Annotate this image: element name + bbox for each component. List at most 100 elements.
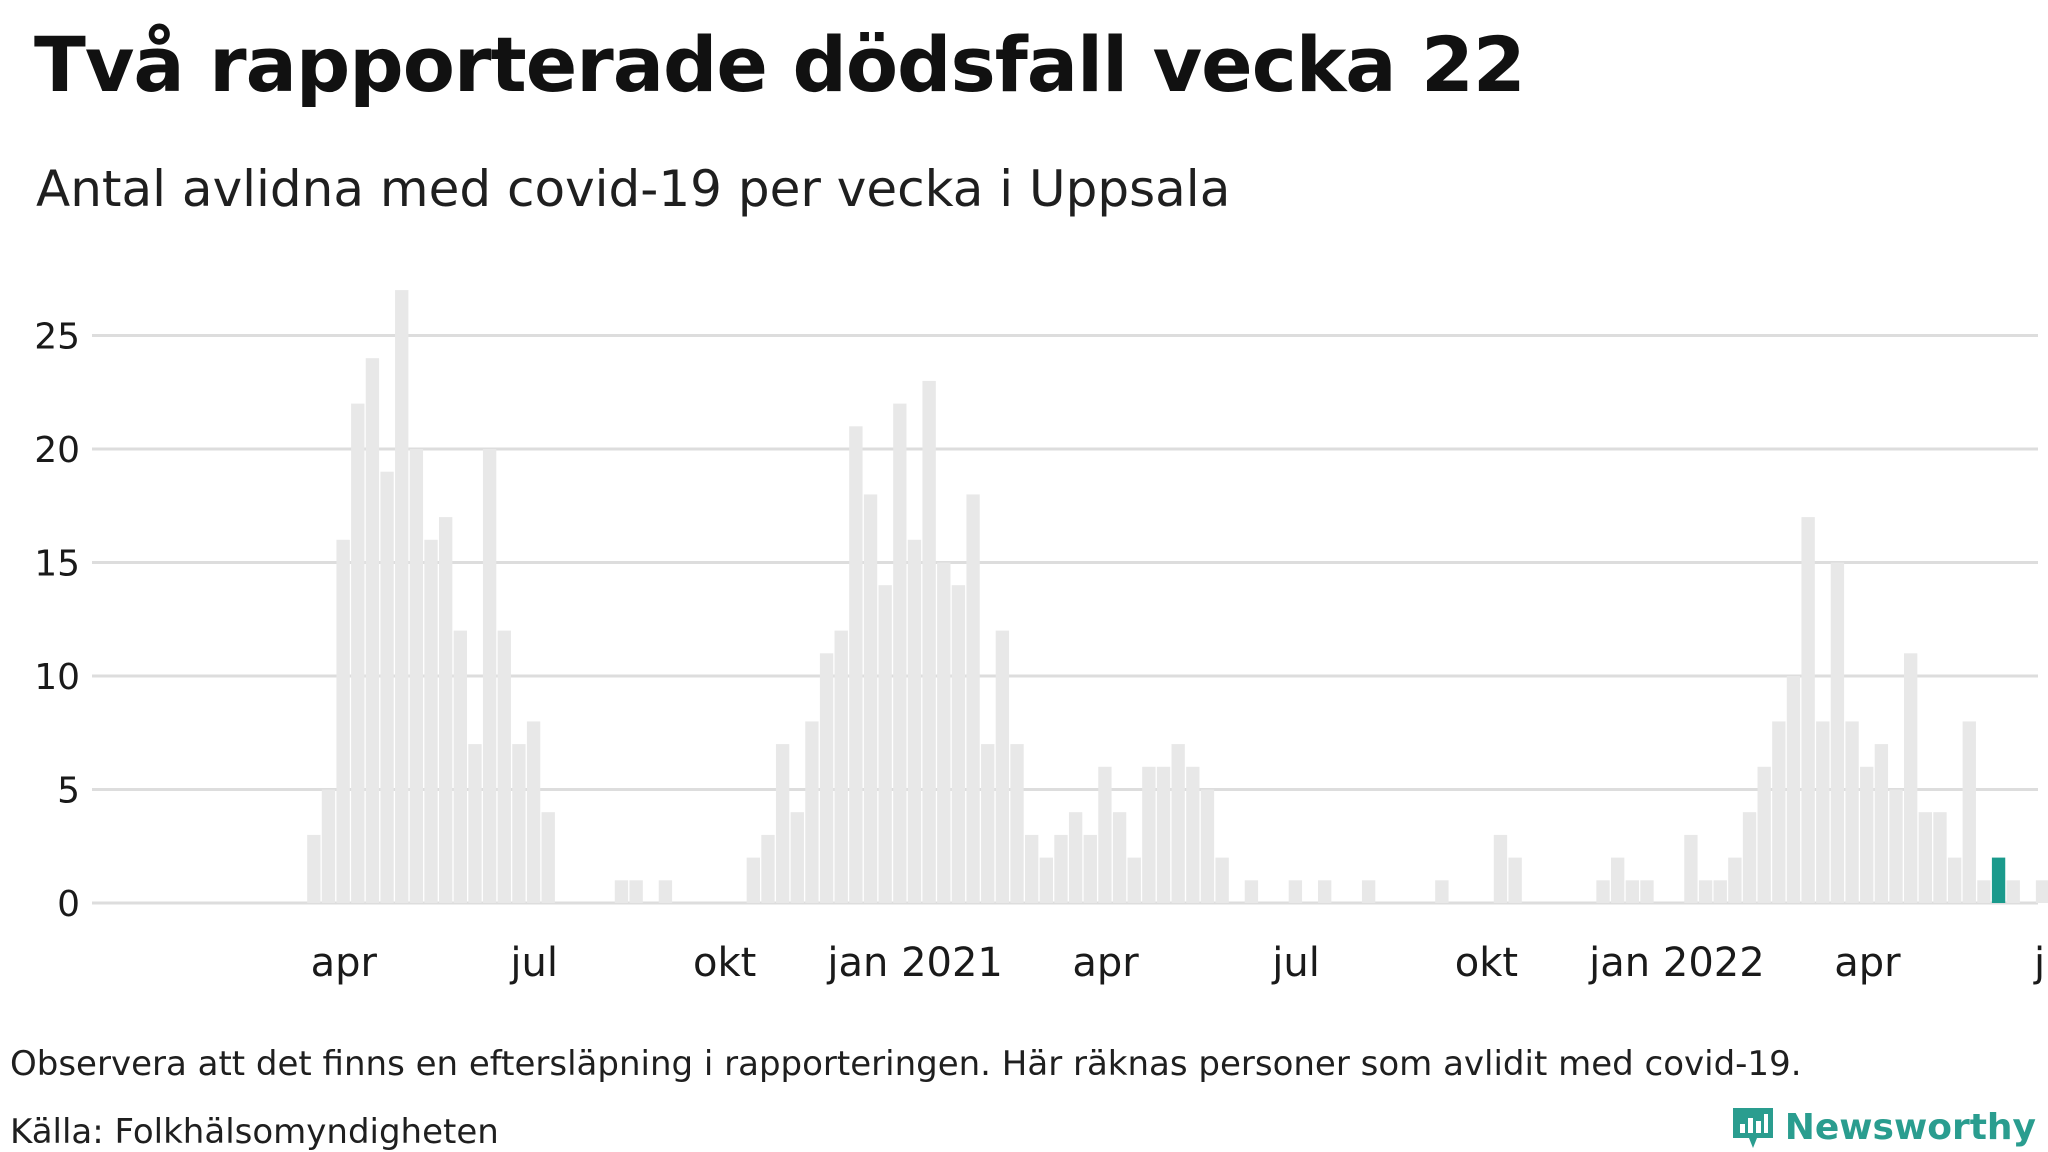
y-tick-label: 10 — [34, 657, 80, 698]
y-tick-label: 20 — [34, 430, 80, 471]
bar — [1947, 857, 1962, 903]
bar — [1860, 766, 1874, 903]
bar — [468, 744, 482, 903]
bar — [819, 653, 834, 903]
bar — [1640, 880, 1654, 903]
bar — [1112, 812, 1127, 903]
bar — [849, 426, 863, 903]
bar — [746, 857, 760, 903]
bar — [380, 471, 394, 903]
bar — [1874, 744, 1889, 903]
source-label: Källa: Folkhälsomyndigheten — [10, 1112, 499, 1152]
bar — [541, 812, 555, 903]
bar — [1611, 857, 1625, 903]
x-tick-label: apr — [311, 940, 378, 986]
bar — [907, 539, 922, 903]
bar — [1684, 834, 1698, 903]
x-tick-label: okt — [693, 940, 756, 986]
bar — [863, 494, 878, 903]
highlighted-bar — [1991, 857, 2006, 903]
bar — [1493, 834, 1508, 903]
bar — [482, 449, 497, 903]
bar — [409, 449, 424, 903]
bar — [1830, 562, 1845, 903]
chart-subtitle: Antal avlidna med covid-19 per vecka i U… — [36, 160, 1231, 218]
y-tick-label: 0 — [57, 884, 80, 925]
bar — [1801, 517, 1815, 903]
bar — [1918, 812, 1932, 903]
bar — [951, 585, 966, 903]
bar — [1244, 880, 1259, 903]
bar — [658, 880, 673, 903]
bar — [526, 721, 541, 903]
bar — [336, 539, 350, 903]
bar — [1156, 766, 1171, 903]
brand-logo: Newsworthy — [1731, 1104, 2036, 1150]
bar — [1728, 857, 1742, 903]
bar — [1508, 857, 1522, 903]
y-tick-label: 5 — [57, 771, 80, 812]
bar — [1977, 880, 1991, 903]
bar — [1186, 766, 1200, 903]
bar — [775, 744, 790, 903]
bar — [1786, 676, 1801, 903]
bar — [1127, 857, 1141, 903]
bar — [497, 630, 511, 903]
bar — [761, 834, 775, 903]
bar — [1215, 857, 1229, 903]
y-tick-label: 15 — [34, 544, 80, 585]
bar — [351, 403, 365, 903]
footnote: Observera att det finns en eftersläpning… — [10, 1044, 1802, 1084]
bar — [512, 744, 526, 903]
bar — [1098, 766, 1112, 903]
bar — [365, 358, 380, 903]
brand-name: Newsworthy — [1784, 1106, 2036, 1148]
x-tick-label: jan 2021 — [826, 940, 1003, 986]
bar — [1962, 721, 1976, 903]
chart-title: Två rapporterade dödsfall vecka 22 — [34, 20, 1526, 109]
bar — [1054, 834, 1068, 903]
bar — [307, 834, 321, 903]
x-tick-label: jan 2022 — [1588, 940, 1765, 986]
x-tick-label: jul — [1271, 940, 1320, 986]
bar — [1039, 857, 1053, 903]
bar — [1742, 812, 1757, 903]
bar — [2006, 880, 2020, 903]
bar — [1713, 880, 1727, 903]
x-tick-label: jul — [509, 940, 558, 986]
bar — [453, 630, 467, 903]
bar — [1816, 721, 1830, 903]
x-tick-label: apr — [1072, 940, 1139, 986]
bar — [395, 290, 409, 904]
bar — [1889, 789, 1903, 903]
bar — [1698, 880, 1713, 903]
bar — [629, 880, 643, 903]
bar-chart: 0 5 10 15 20 25 apr jul okt jan 2021 apr jul okt jan … — [34, 290, 2048, 986]
bar — [1010, 744, 1024, 903]
bar — [878, 585, 892, 903]
bar — [790, 812, 804, 903]
bar — [1025, 834, 1039, 903]
x-tick-label: okt — [1455, 940, 1518, 986]
bar — [1361, 880, 1376, 903]
bar — [922, 380, 936, 903]
bar — [1435, 880, 1449, 903]
bar — [2035, 880, 2048, 903]
bar — [1596, 880, 1610, 903]
y-tick-label: 25 — [34, 317, 80, 358]
bar — [1083, 834, 1097, 903]
bar — [1200, 789, 1215, 903]
bar — [1142, 766, 1156, 903]
bar — [1845, 721, 1859, 903]
bar — [1757, 766, 1771, 903]
bar — [834, 630, 848, 903]
bar — [1288, 880, 1303, 903]
bar — [893, 403, 907, 903]
bar — [614, 880, 629, 903]
newsworthy-logo-icon — [1732, 1108, 1773, 1148]
bar — [1904, 653, 1918, 903]
bar — [424, 539, 438, 903]
bar — [966, 494, 980, 903]
x-tick-label: apr — [1834, 940, 1901, 986]
bar — [1772, 721, 1786, 903]
